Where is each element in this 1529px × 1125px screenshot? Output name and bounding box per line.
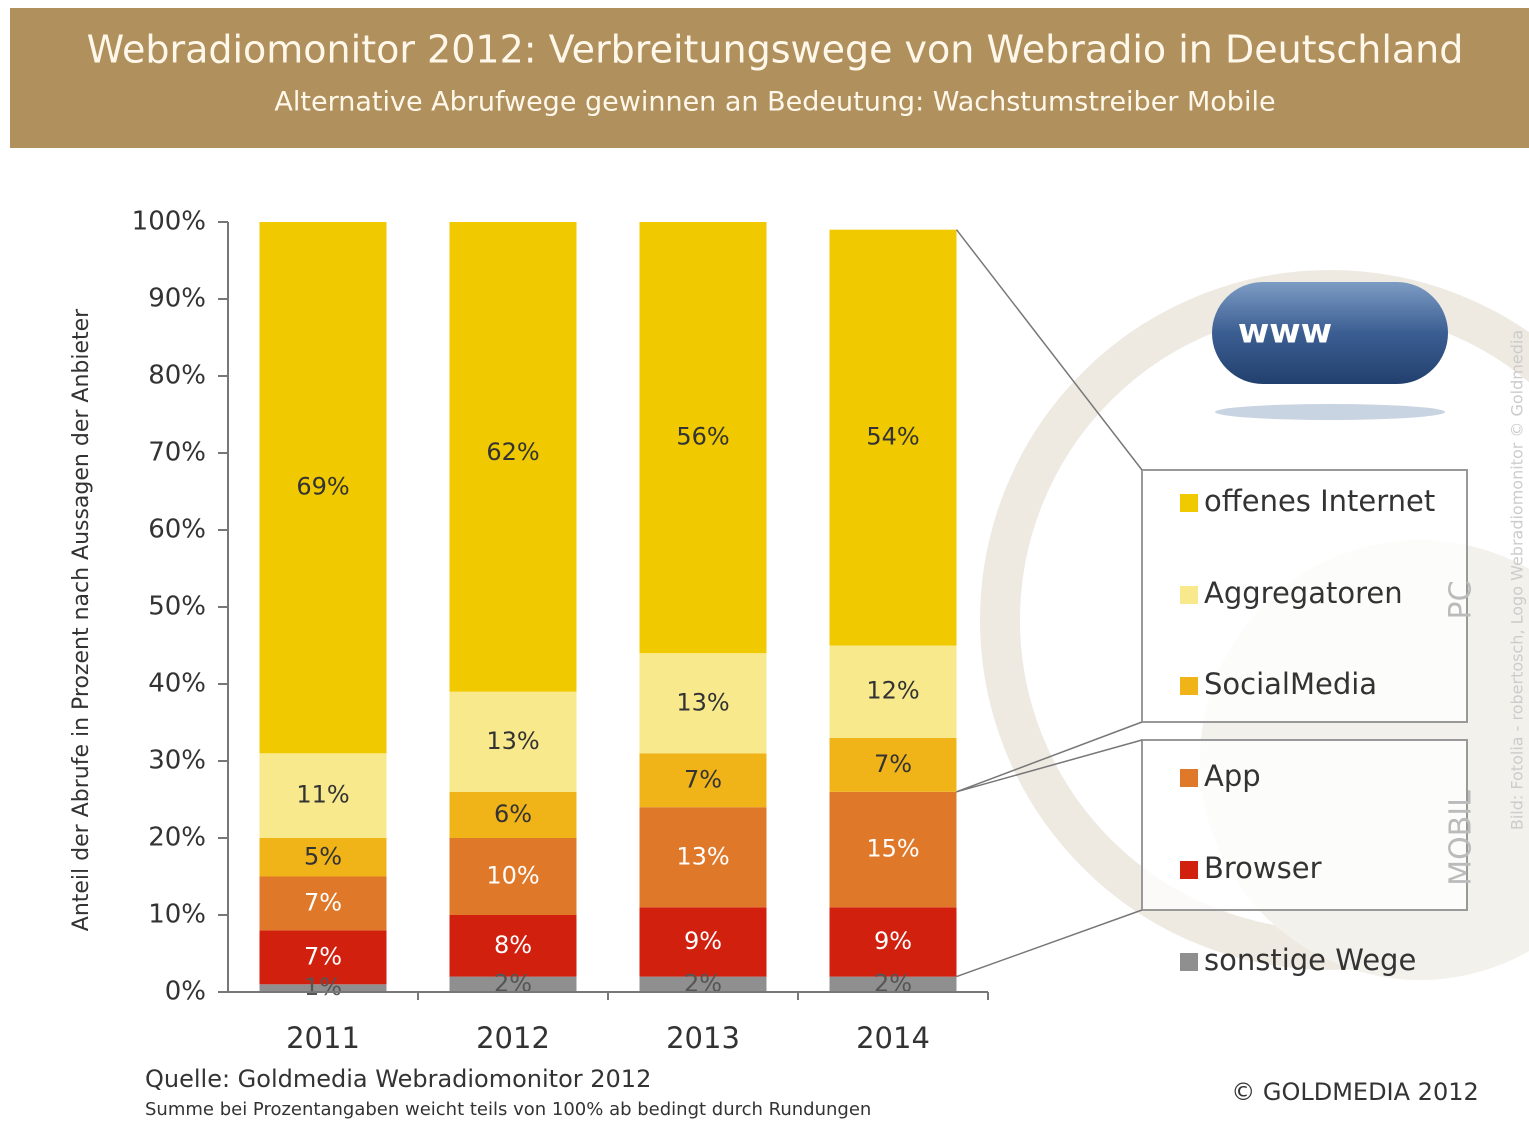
legend-group-label: PC (1444, 580, 1479, 619)
legend-label: SocialMedia (1204, 667, 1377, 701)
value-label: 7% (874, 750, 912, 778)
y-tick-label: 20% (148, 823, 206, 853)
legend-label: offenes Internet (1204, 484, 1435, 518)
y-tick-label: 60% (148, 515, 206, 545)
value-label: 6% (494, 800, 532, 828)
value-label: 7% (304, 888, 342, 916)
value-label: 8% (494, 931, 532, 959)
y-tick-label: 90% (148, 284, 206, 314)
logo-shadow (1215, 404, 1445, 420)
value-label: 69% (296, 473, 349, 501)
value-label: 12% (866, 677, 919, 705)
note: Summe bei Prozentangaben weicht teils vo… (145, 1099, 871, 1120)
value-label: 2% (494, 969, 532, 997)
image-credit: Bild: Fotolia - robertosch, Logo Webradi… (1508, 330, 1527, 830)
legend-swatch (1180, 586, 1198, 604)
chart: Webradiomonitor 2012: Verbreitungswege v… (0, 0, 1529, 1125)
value-label: 11% (296, 781, 349, 809)
legend-group-label: MOBIL (1444, 790, 1479, 886)
y-tick-label: 80% (148, 361, 206, 391)
legend-label: Aggregatoren (1204, 576, 1403, 610)
y-axis-label: Anteil der Abrufe in Prozent nach Aussag… (69, 308, 94, 931)
value-label: 13% (676, 842, 729, 870)
copyright: © GOLDMEDIA 2012 (1231, 1078, 1479, 1106)
legend-label: App (1204, 759, 1261, 793)
value-label: 15% (866, 835, 919, 863)
legend-swatch (1180, 769, 1198, 787)
x-tick-label: 2014 (856, 1021, 930, 1055)
logo-text: www (1238, 312, 1332, 352)
y-tick-label: 40% (148, 669, 206, 699)
x-tick-label: 2012 (476, 1021, 550, 1055)
value-label: 9% (684, 927, 722, 955)
legend-label: Browser (1204, 851, 1322, 885)
value-label: 2% (874, 969, 912, 997)
chart-subtitle: Alternative Abrufwege gewinnen an Bedeut… (274, 87, 1275, 118)
y-tick-label: 50% (148, 592, 206, 622)
y-tick-label: 70% (148, 438, 206, 468)
value-label: 9% (874, 927, 912, 955)
value-label: 62% (486, 438, 539, 466)
y-tick-label: 100% (132, 207, 206, 237)
value-label: 54% (866, 423, 919, 451)
value-label: 13% (676, 688, 729, 716)
connector-line (957, 910, 1143, 977)
value-label: 1% (304, 973, 342, 1001)
legend-swatch (1180, 953, 1198, 971)
value-label: 10% (486, 862, 539, 890)
y-tick-label: 10% (148, 900, 206, 930)
value-label: 2% (684, 969, 722, 997)
chart-title: Webradiomonitor 2012: Verbreitungswege v… (87, 28, 1464, 72)
legend-swatch (1180, 494, 1198, 512)
y-tick-label: 0% (165, 977, 206, 1007)
page: Webradiomonitor 2012: Verbreitungswege v… (0, 0, 1529, 1125)
y-tick-label: 30% (148, 746, 206, 776)
legend-label: sonstige Wege (1204, 943, 1416, 977)
source: Quelle: Goldmedia Webradiomonitor 2012 (145, 1065, 651, 1093)
legend-swatch (1180, 677, 1198, 695)
value-label: 5% (304, 842, 342, 870)
value-label: 56% (676, 423, 729, 451)
value-label: 7% (684, 765, 722, 793)
legend-swatch (1180, 861, 1198, 879)
plot-area (260, 214, 957, 992)
x-tick-label: 2013 (666, 1021, 740, 1055)
value-label: 7% (304, 942, 342, 970)
x-tick-label: 2011 (286, 1021, 360, 1055)
value-label: 13% (486, 727, 539, 755)
